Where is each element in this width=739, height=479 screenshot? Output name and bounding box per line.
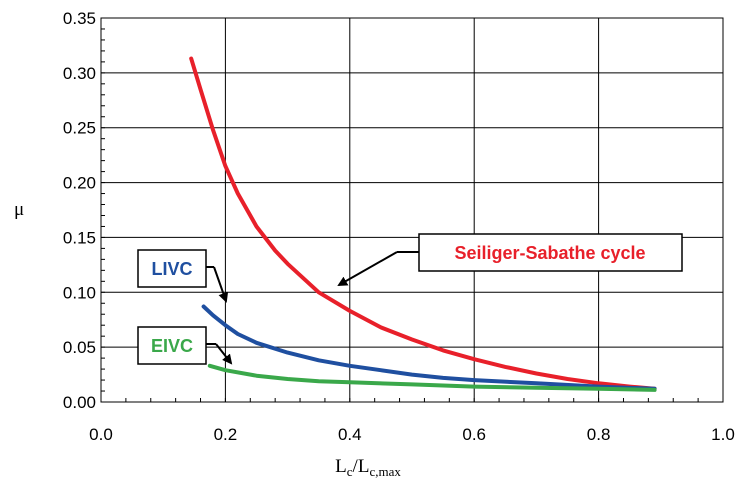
callout-eivc-arrow-tip [215,343,233,365]
y-tick-label: 0.30 [63,64,96,83]
callout-livc-box [137,249,207,288]
callout-livc-label: LIVC [151,259,192,279]
series-line-livc [201,304,657,391]
y-tick-label: 0.15 [63,228,96,247]
y-tick-label: 0.25 [63,119,96,138]
callout-eivc-label: EIVC [151,336,193,356]
y-axis-label: μ [14,199,24,220]
callout-eivc: EIVC [137,326,233,365]
callout-seiliger-arrow-tip [337,251,398,286]
series-line-seiliger-sabathe-cycle [189,56,657,391]
plot-area [100,17,724,403]
x-tick-label: 0.4 [338,425,362,444]
series-layer [189,56,657,392]
x-tick-label: 0.8 [587,425,611,444]
x-tick-label: 0.6 [462,425,486,444]
x-axis-ticks: 0.0 0.2 0.4 0.6 0.8 1.0 [89,425,735,444]
callout-seiliger: Seiliger-Sabathe cycle [337,233,683,286]
x-tick-label: 0.2 [214,425,238,444]
minor-ticks [101,28,699,402]
x-axis-label-main: L [335,456,347,477]
callout-seiliger-box [418,233,683,272]
callout-eivc-box [137,326,207,365]
x-axis-label-sub1: c [347,464,353,479]
y-axis-ticks: 0.00 0.05 0.10 0.15 0.20 0.25 0.30 0.35 [63,9,96,412]
x-tick-label: 0.0 [89,425,113,444]
x-axis-label: Lc/Lc,max [335,456,401,479]
callout-livc: LIVC [137,249,229,303]
y-tick-label: 0.00 [63,393,96,412]
y-tick-label: 0.05 [63,338,96,357]
x-tick-label: 1.0 [711,425,735,444]
series-line-eivc [207,363,657,392]
x-axis-label-mid: /L [353,456,370,477]
y-tick-label: 0.20 [63,174,96,193]
y-tick-label: 0.10 [63,283,96,302]
callout-seiliger-label: Seiliger-Sabathe cycle [454,243,645,263]
x-axis-label-sub2: c,max [369,464,401,479]
y-tick-label: 0.35 [63,9,96,28]
callout-livc-arrow-tip [213,266,229,303]
